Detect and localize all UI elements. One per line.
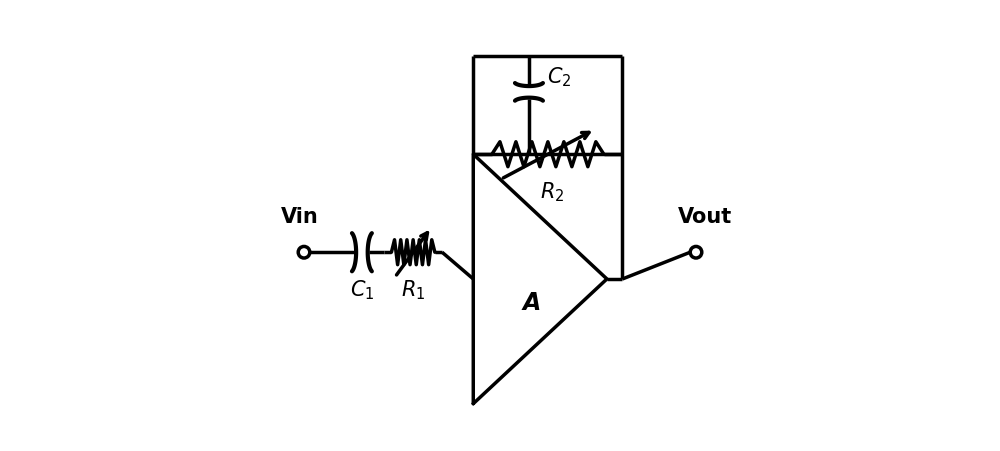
Text: $R_2$: $R_2$ (540, 181, 565, 204)
Text: $C_2$: $C_2$ (547, 65, 571, 88)
Text: $C_1$: $C_1$ (350, 279, 374, 302)
Text: $R_1$: $R_1$ (401, 279, 425, 302)
Text: Vout: Vout (678, 207, 732, 227)
Text: A: A (522, 291, 540, 315)
Text: Vin: Vin (281, 207, 318, 227)
